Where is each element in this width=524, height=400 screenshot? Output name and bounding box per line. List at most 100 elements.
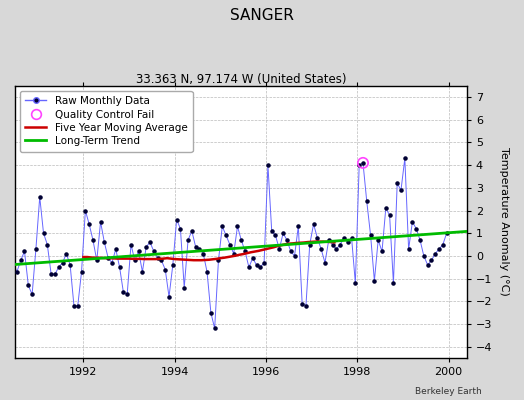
Point <box>17 257 25 264</box>
Point <box>134 248 143 254</box>
Point <box>294 223 302 230</box>
Point <box>351 280 359 286</box>
Point <box>340 234 348 241</box>
Point <box>0 228 2 234</box>
Point <box>81 207 90 214</box>
Point <box>363 198 371 205</box>
Point <box>150 248 158 254</box>
Point <box>36 194 44 200</box>
Point <box>268 228 276 234</box>
Point <box>370 278 378 284</box>
Point <box>32 246 40 252</box>
Point <box>218 223 226 230</box>
Point <box>180 284 189 291</box>
Y-axis label: Temperature Anomaly (°C): Temperature Anomaly (°C) <box>499 148 509 296</box>
Point <box>385 212 394 218</box>
Point <box>51 271 59 277</box>
Point <box>248 255 257 261</box>
Point <box>332 246 341 252</box>
Point <box>253 262 261 268</box>
Text: SANGER: SANGER <box>230 8 294 23</box>
Point <box>397 187 405 193</box>
Point <box>226 241 234 248</box>
Point <box>13 268 21 275</box>
Legend: Raw Monthly Data, Quality Control Fail, Five Year Moving Average, Long-Term Tren: Raw Monthly Data, Quality Control Fail, … <box>20 91 192 152</box>
Point <box>237 237 245 243</box>
Point <box>435 246 443 252</box>
Point <box>427 257 435 264</box>
Point <box>431 250 440 257</box>
Point <box>2 234 10 241</box>
Point <box>412 226 420 232</box>
Point <box>381 205 390 212</box>
Point <box>298 300 307 307</box>
Point <box>199 250 208 257</box>
Point <box>47 271 56 277</box>
Point <box>54 264 63 270</box>
Point <box>416 237 424 243</box>
Point <box>271 232 280 239</box>
Title: 33.363 N, 97.174 W (United States): 33.363 N, 97.174 W (United States) <box>136 73 346 86</box>
Point <box>275 246 283 252</box>
Point <box>260 260 268 266</box>
Point <box>233 223 242 230</box>
Point <box>188 228 196 234</box>
Point <box>108 260 116 266</box>
Point <box>66 262 74 268</box>
Point <box>393 180 401 186</box>
Point <box>378 248 386 254</box>
Point <box>169 262 177 268</box>
Point <box>203 268 211 275</box>
Point <box>20 248 29 254</box>
Point <box>5 241 14 248</box>
Point <box>176 226 184 232</box>
Point <box>305 241 314 248</box>
Point <box>245 264 253 270</box>
Point <box>184 237 192 243</box>
Point <box>191 244 200 250</box>
Point <box>28 291 36 298</box>
Point <box>256 264 265 270</box>
Point <box>73 303 82 309</box>
Point <box>127 241 135 248</box>
Point <box>130 257 139 264</box>
Point <box>104 255 112 261</box>
Point <box>0 246 6 252</box>
Point <box>408 219 417 225</box>
Point <box>317 246 325 252</box>
Point <box>115 264 124 270</box>
Point <box>241 248 249 254</box>
Point <box>302 303 310 309</box>
Point <box>423 262 432 268</box>
Point <box>96 219 105 225</box>
Point <box>78 268 86 275</box>
Point <box>347 234 356 241</box>
Point <box>324 237 333 243</box>
Point <box>112 246 120 252</box>
Point <box>359 160 367 166</box>
Point <box>287 248 295 254</box>
Point <box>142 244 150 250</box>
Point <box>401 155 409 162</box>
Point <box>355 162 363 168</box>
Point <box>85 221 93 227</box>
Point <box>195 246 204 252</box>
Point <box>161 266 169 273</box>
Point <box>264 162 272 168</box>
Point <box>321 260 329 266</box>
Point <box>336 241 344 248</box>
Point <box>24 282 32 288</box>
Point <box>344 239 352 246</box>
Point <box>309 221 318 227</box>
Point <box>420 253 428 259</box>
Point <box>230 250 238 257</box>
Point <box>222 232 230 239</box>
Point <box>439 241 447 248</box>
Point <box>58 260 67 266</box>
Point <box>290 253 299 259</box>
Point <box>43 241 51 248</box>
Point <box>70 303 78 309</box>
Point <box>206 310 215 316</box>
Point <box>157 257 166 264</box>
Point <box>283 237 291 243</box>
